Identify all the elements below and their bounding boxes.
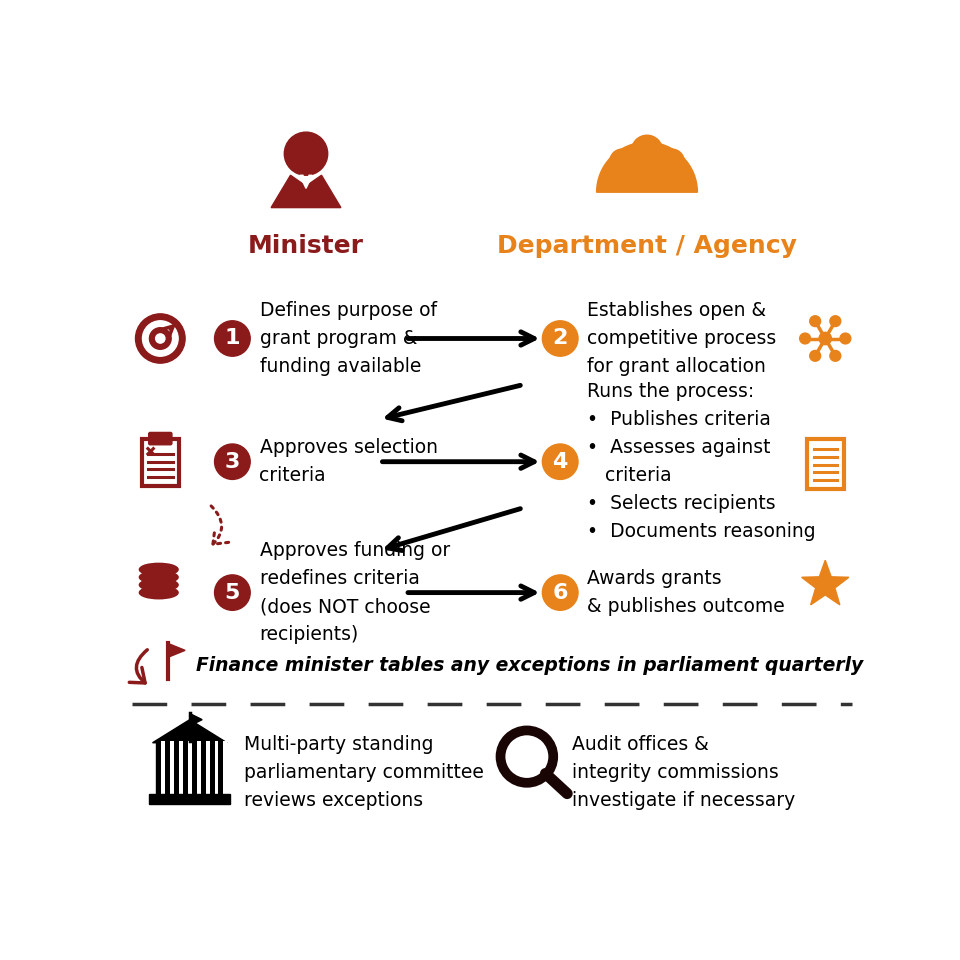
Text: Awards grants
& publishes outcome: Awards grants & publishes outcome <box>588 569 785 616</box>
Text: Approves funding or
redefines criteria
(does NOT choose
recipients): Approves funding or redefines criteria (… <box>259 541 449 644</box>
Ellipse shape <box>139 579 179 591</box>
Bar <box>161 741 165 797</box>
Circle shape <box>214 575 251 611</box>
Circle shape <box>819 332 831 345</box>
Circle shape <box>156 334 165 343</box>
Text: 3: 3 <box>225 452 240 471</box>
Bar <box>180 741 183 797</box>
Bar <box>205 741 209 797</box>
Bar <box>174 741 180 797</box>
Text: Multi-party standing
parliamentary committee
reviews exceptions: Multi-party standing parliamentary commi… <box>244 734 484 809</box>
Ellipse shape <box>139 587 179 599</box>
Circle shape <box>829 316 841 326</box>
Text: Defines purpose of
grant program &
funding available: Defines purpose of grant program & fundi… <box>259 301 437 376</box>
Circle shape <box>840 333 851 344</box>
Text: 6: 6 <box>552 583 568 603</box>
FancyArrowPatch shape <box>130 650 147 683</box>
Polygon shape <box>271 176 341 207</box>
Bar <box>188 741 192 797</box>
Circle shape <box>829 350 841 361</box>
Circle shape <box>632 135 662 166</box>
Circle shape <box>809 350 821 361</box>
Text: Audit offices &
integrity commissions
investigate if necessary: Audit offices & integrity commissions in… <box>572 734 795 809</box>
Text: 5: 5 <box>225 583 240 603</box>
Text: Runs the process:
•  Publishes criteria
•  Assesses against
   criteria
•  Selec: Runs the process: • Publishes criteria •… <box>588 382 816 541</box>
Circle shape <box>214 321 251 356</box>
Circle shape <box>542 444 578 479</box>
Circle shape <box>542 575 578 611</box>
Text: Establishes open &
competitive process
for grant allocation: Establishes open & competitive process f… <box>588 301 777 376</box>
Circle shape <box>660 149 684 174</box>
Polygon shape <box>168 643 185 658</box>
Bar <box>197 741 201 797</box>
Bar <box>165 741 170 797</box>
Wedge shape <box>596 142 697 192</box>
FancyBboxPatch shape <box>806 439 844 490</box>
Bar <box>170 741 174 797</box>
FancyArrowPatch shape <box>211 506 228 544</box>
FancyBboxPatch shape <box>149 432 172 444</box>
Circle shape <box>542 321 578 356</box>
Polygon shape <box>802 561 849 605</box>
Text: Minister: Minister <box>248 234 364 258</box>
Circle shape <box>610 149 635 174</box>
Circle shape <box>214 444 251 479</box>
Bar <box>182 741 188 797</box>
Circle shape <box>150 327 171 349</box>
Text: 1: 1 <box>225 328 240 348</box>
Text: Finance minister tables any exceptions in parliament quarterly: Finance minister tables any exceptions i… <box>196 657 863 675</box>
Bar <box>209 741 215 797</box>
Bar <box>191 741 197 797</box>
Polygon shape <box>300 176 312 188</box>
Bar <box>156 741 161 797</box>
Text: 4: 4 <box>553 452 568 471</box>
Text: Approves selection
criteria: Approves selection criteria <box>259 438 438 485</box>
Text: Department / Agency: Department / Agency <box>497 234 797 258</box>
Polygon shape <box>190 713 203 726</box>
Bar <box>150 794 230 804</box>
Circle shape <box>135 314 185 363</box>
Bar <box>201 741 205 797</box>
Circle shape <box>800 333 810 344</box>
Ellipse shape <box>139 571 179 584</box>
Bar <box>215 741 219 797</box>
Text: 2: 2 <box>553 328 568 348</box>
Bar <box>224 741 228 797</box>
FancyBboxPatch shape <box>142 439 179 487</box>
Circle shape <box>809 316 821 326</box>
Bar <box>218 741 224 797</box>
Ellipse shape <box>139 564 179 576</box>
Polygon shape <box>153 720 227 743</box>
Circle shape <box>142 321 179 356</box>
Circle shape <box>284 132 327 176</box>
